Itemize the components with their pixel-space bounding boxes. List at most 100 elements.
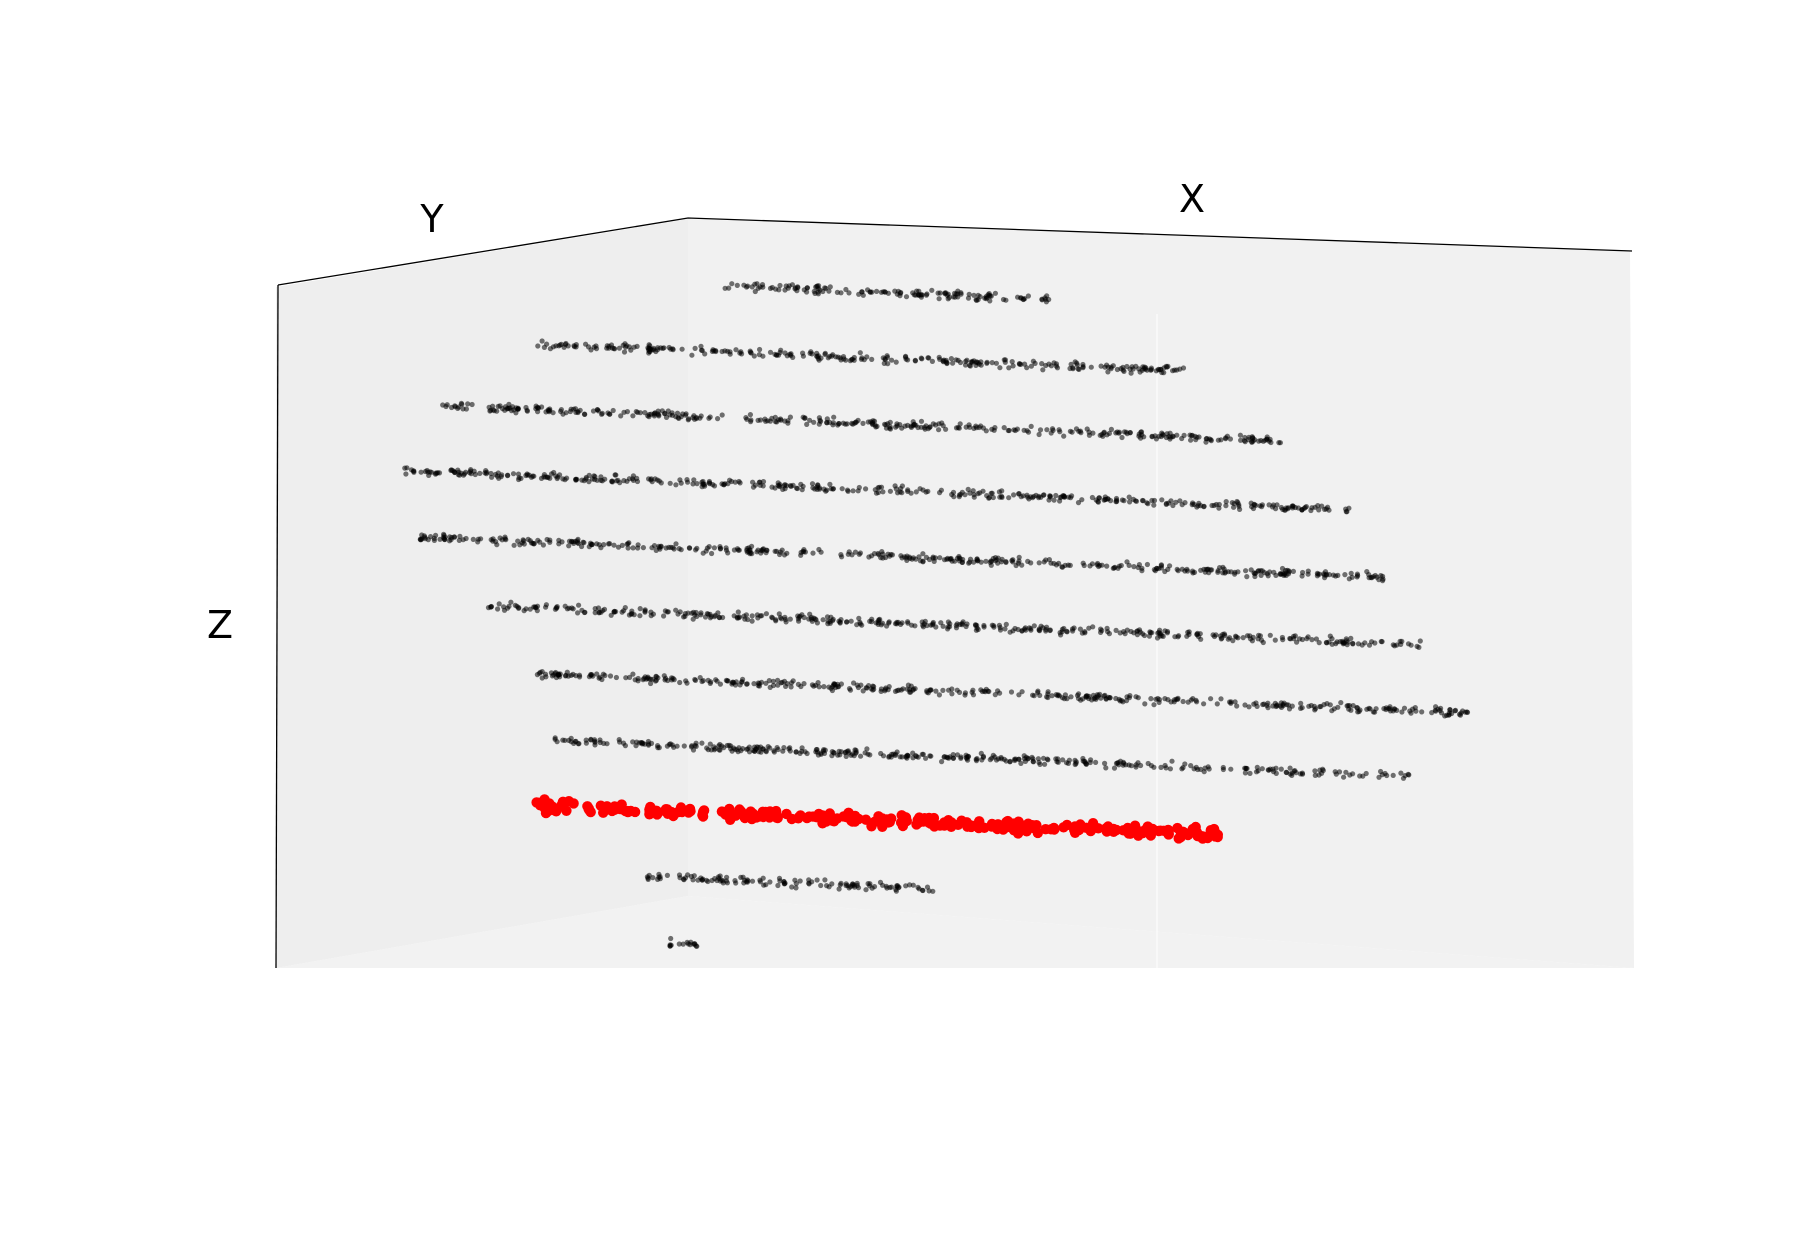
data-point [878, 750, 884, 757]
data-point [579, 607, 585, 613]
data-point [678, 480, 684, 486]
data-point [941, 754, 947, 760]
data-point [510, 471, 517, 477]
data-point [531, 541, 537, 547]
data-point [918, 355, 924, 361]
data-point [777, 416, 784, 422]
data-point [818, 750, 824, 756]
data-point [1126, 562, 1132, 569]
data-point [604, 343, 610, 349]
data-point [1030, 759, 1036, 765]
data-point [1084, 426, 1090, 432]
data-point [1259, 766, 1265, 772]
data-point [782, 482, 788, 488]
data-point [855, 684, 862, 691]
data-point [977, 294, 983, 300]
data-point [989, 360, 995, 366]
data-point [583, 474, 589, 481]
left-pane [276, 219, 688, 968]
data-point [863, 486, 869, 492]
data-point [516, 476, 522, 483]
data-point [870, 418, 876, 424]
data-point [622, 605, 628, 611]
data-point [1227, 635, 1233, 641]
data-point [1055, 759, 1061, 765]
data-point [645, 741, 652, 747]
data-point [1188, 437, 1194, 443]
data-point [945, 296, 951, 302]
data-point [839, 486, 845, 492]
data-point [817, 287, 823, 293]
data-point [814, 877, 820, 883]
data-point [657, 546, 663, 552]
data-point [1258, 568, 1264, 574]
data-point [1098, 695, 1104, 701]
data-point [623, 344, 629, 350]
data-point [655, 347, 661, 353]
data-point [1176, 633, 1182, 639]
data-point [966, 291, 972, 297]
data-point [700, 550, 706, 556]
data-point [962, 362, 969, 368]
data-point [651, 411, 657, 417]
highlight-point [1153, 825, 1164, 837]
data-point [1397, 638, 1403, 644]
data-point [979, 757, 985, 763]
data-point [1401, 705, 1408, 711]
data-point [937, 555, 943, 561]
data-point [800, 350, 806, 356]
data-point [683, 678, 689, 684]
data-point [967, 363, 974, 369]
data-point [867, 289, 873, 295]
data-point [621, 349, 628, 355]
highlight-point [1137, 827, 1148, 839]
data-point [930, 621, 936, 627]
data-point [780, 486, 786, 492]
data-point [1304, 636, 1310, 642]
data-point [1317, 704, 1323, 710]
highlight-point [622, 806, 634, 818]
data-point [680, 941, 686, 947]
data-point [1024, 365, 1030, 371]
data-point [1039, 361, 1045, 367]
data-point [446, 538, 453, 544]
data-point [837, 882, 843, 888]
data-point [797, 750, 803, 757]
data-point [950, 752, 956, 758]
data-point [783, 683, 789, 690]
y-axis-label: Y [419, 197, 444, 241]
data-point [911, 421, 917, 428]
data-point [661, 613, 667, 619]
data-point [1270, 769, 1277, 775]
data-point [693, 547, 699, 553]
data-point [1217, 565, 1223, 571]
data-point [760, 353, 766, 359]
highlight-point [598, 807, 609, 818]
data-point [630, 477, 637, 483]
data-point [1080, 361, 1086, 368]
data-point [763, 882, 769, 888]
data-point [756, 479, 763, 485]
data-point [948, 555, 954, 562]
data-point [774, 419, 780, 425]
data-point [624, 409, 631, 415]
data-point [1046, 296, 1052, 303]
data-point [745, 616, 751, 623]
data-point [778, 616, 785, 622]
data-point [717, 747, 723, 753]
data-point [1237, 432, 1243, 438]
data-point [1068, 694, 1074, 700]
data-point [1456, 711, 1463, 717]
points-layer [402, 281, 1471, 949]
data-point [709, 550, 715, 557]
data-point [811, 419, 817, 425]
highlight-point [616, 799, 627, 810]
data-point [856, 291, 862, 297]
data-point [598, 609, 604, 615]
data-point [1051, 497, 1057, 503]
data-point [609, 478, 615, 484]
data-point [677, 609, 683, 615]
data-point [755, 547, 761, 553]
data-point [581, 540, 587, 546]
data-point [836, 886, 842, 892]
